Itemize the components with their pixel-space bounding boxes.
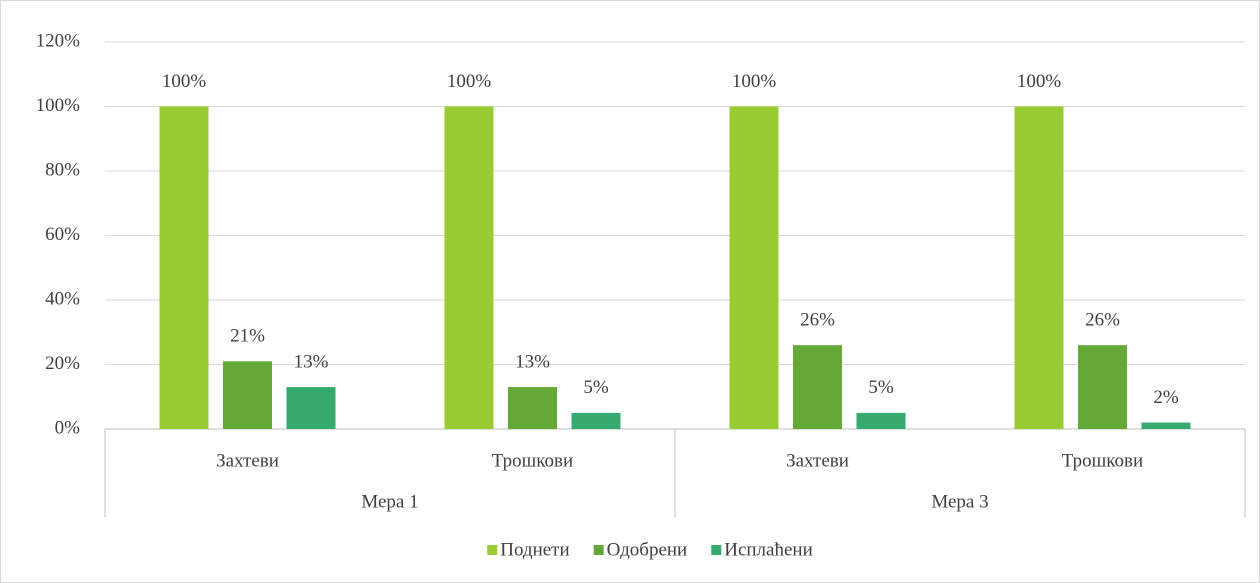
data-label: 2% bbox=[1153, 387, 1179, 408]
bar bbox=[444, 106, 494, 429]
bar bbox=[286, 387, 336, 429]
y-tick-label: 100% bbox=[36, 95, 81, 116]
legend-swatch bbox=[711, 545, 722, 555]
data-label: 26% bbox=[800, 310, 835, 331]
data-label: 13% bbox=[515, 351, 550, 372]
group-label: Мера 1 bbox=[361, 491, 418, 512]
data-label: 100% bbox=[732, 71, 777, 92]
y-tick-label: 0% bbox=[55, 417, 81, 438]
bar bbox=[508, 387, 557, 429]
bar bbox=[571, 412, 621, 429]
y-tick-label: 20% bbox=[45, 353, 80, 374]
x-tick-label: Захтеви bbox=[216, 450, 279, 471]
y-tick-label: 60% bbox=[45, 224, 80, 245]
bar bbox=[1014, 106, 1064, 429]
legend-swatch bbox=[593, 545, 604, 555]
bar bbox=[1078, 345, 1127, 429]
bar bbox=[159, 106, 209, 429]
bar bbox=[223, 361, 272, 429]
x-tick-label: Трошкови bbox=[1062, 450, 1143, 471]
data-label: 5% bbox=[583, 377, 609, 398]
group-label: Мера 3 bbox=[931, 491, 988, 512]
legend-swatch bbox=[487, 545, 498, 555]
bar bbox=[856, 412, 906, 429]
data-label: 21% bbox=[230, 326, 265, 347]
bar bbox=[1141, 422, 1191, 429]
y-tick-label: 40% bbox=[45, 288, 80, 309]
x-tick-label: Трошкови bbox=[492, 450, 573, 471]
data-label: 100% bbox=[162, 71, 207, 92]
bar bbox=[793, 345, 842, 429]
data-label: 100% bbox=[1017, 71, 1062, 92]
data-label: 26% bbox=[1085, 310, 1120, 331]
data-label: 100% bbox=[447, 71, 492, 92]
y-tick-label: 120% bbox=[36, 30, 81, 51]
legend-label: Поднети bbox=[500, 539, 569, 560]
x-tick-label: Захтеви bbox=[786, 450, 849, 471]
bar bbox=[729, 106, 779, 429]
data-label: 5% bbox=[868, 377, 894, 398]
legend-label: Одобрени bbox=[607, 539, 688, 560]
data-label: 13% bbox=[294, 351, 329, 372]
y-tick-label: 80% bbox=[45, 159, 80, 180]
legend-label: Исплаћени bbox=[724, 539, 813, 560]
